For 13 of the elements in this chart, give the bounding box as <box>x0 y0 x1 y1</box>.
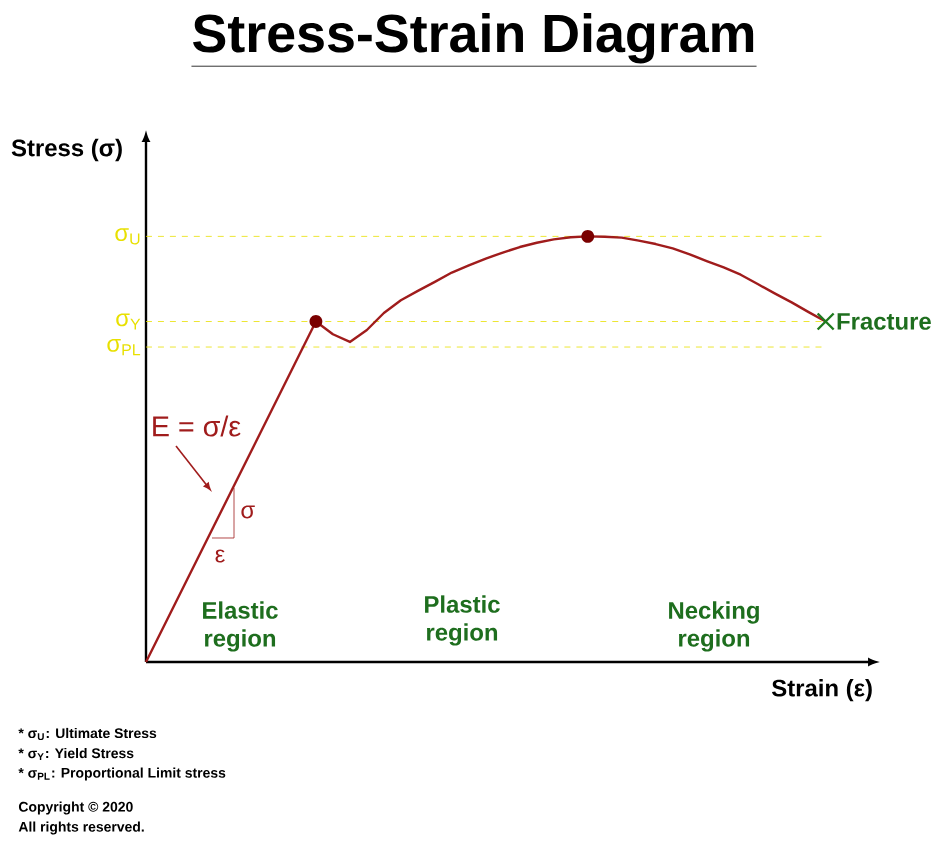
annotation: ε <box>215 549 225 563</box>
annotation: Elastic region <box>203 601 278 652</box>
annotation: Plastic region <box>425 595 500 646</box>
x-axis-title: Strain (ε) <box>771 679 872 702</box>
text: Fracture <box>837 313 931 330</box>
annotation: σ <box>241 505 255 519</box>
ref-line-label: σ$_{PL}$ <box>107 338 141 356</box>
ref-line-label: σ$_{U}$ <box>115 228 140 245</box>
ref-line-label: σ$_{Y}$ <box>116 313 141 330</box>
chart-title: Stress-Strain Diagram <box>193 13 754 64</box>
y-axis-title: Stress (σ) <box>11 138 122 162</box>
annotation: E = σ/ε <box>153 415 241 437</box>
annotation: Necking region <box>669 601 759 652</box>
